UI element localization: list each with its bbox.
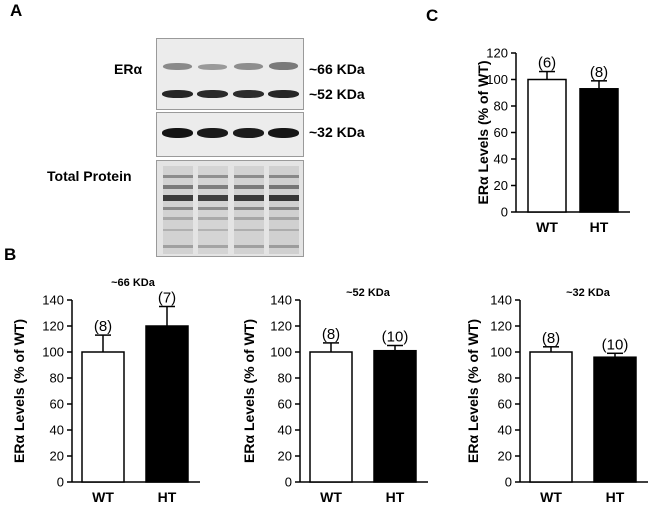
total-protein-lane-1: [163, 166, 193, 254]
chart-b2-ytick-label: 0: [285, 475, 292, 490]
chart-b-32kda-svg: ~32 KDa ERα Levels (% of WT) 0 20 40 60 80 100 1…: [465, 287, 648, 505]
chart-c-bar-wt: [527, 78, 567, 213]
chart-b2-ytick-label: 40: [278, 423, 292, 438]
chart-c-ytick-label: 100: [486, 72, 508, 87]
chart-c-bar-ht: [579, 88, 619, 213]
chart-b1-bar-wt: [81, 351, 125, 483]
chart-c-ytick-label: 20: [494, 178, 508, 193]
band-66-lane-1: [163, 63, 192, 70]
band-32-lane-1: [162, 128, 193, 138]
chart-b1-ytick-label: 80: [50, 371, 64, 386]
chart-b3-ytick-label: 0: [505, 475, 512, 490]
chart-b-52kda: ~52 KDa ERα Levels (% of WT) 0 20 40 60 80 100 1…: [228, 270, 448, 511]
chart-b2-n-label: (8): [322, 326, 340, 343]
chart-b3-n-label: (10): [602, 336, 629, 353]
chart-b-32kda: ~32 KDa ERα Levels (% of WT) 0 20 40 60 80 100 1…: [448, 270, 660, 511]
panel-b-label: B: [4, 245, 17, 264]
chart-b2-xtick-label: HT: [386, 489, 405, 505]
total-protein-lane-4: [269, 166, 299, 254]
total-protein-lane-2: [198, 166, 228, 254]
band-66-lane-4: [269, 62, 298, 70]
total-protein-lanes: [163, 166, 299, 254]
chart-b3-ytick-label: 60: [498, 397, 512, 412]
chart-b-66kda: ~66 KDa ERα Levels (% of WT) 0 20 40 60 80 100 1…: [0, 270, 220, 511]
chart-c-ytick-label: 0: [501, 205, 508, 220]
chart-b1-title: ~66 KDa: [111, 277, 156, 289]
chart-b1-ytick-label: 140: [42, 293, 64, 308]
chart-c-ylabel: ERα Levels (% of WT): [475, 61, 491, 205]
blot-upper-image: [156, 38, 304, 110]
chart-b1-ytick-label: 120: [42, 319, 64, 334]
chart-b3-ylabel: ERα Levels (% of WT): [465, 319, 481, 463]
chart-b3-n-label: (8): [542, 330, 560, 347]
band-32-label: ~32 KDa: [309, 124, 365, 140]
chart-b3-ytick-label: 100: [490, 345, 512, 360]
chart-c-ytick-label: 80: [494, 99, 508, 114]
band-66-label: ~66 KDa: [309, 61, 365, 77]
total-protein-image: [156, 160, 304, 257]
blot-middle-image: [156, 112, 304, 157]
chart-b1-bar-ht: [145, 325, 189, 483]
chart-b2-ytick-label: 140: [270, 293, 292, 308]
chart-b3-ytick-label: 140: [490, 293, 512, 308]
chart-b3-ytick-label: 80: [498, 371, 512, 386]
chart-b1-xtick-label: HT: [158, 489, 177, 505]
chart-b2-bar-wt: [309, 351, 353, 483]
chart-b1-ytick-label: 20: [50, 449, 64, 464]
chart-b1-ytick-label: 60: [50, 397, 64, 412]
panel-c-label: C: [426, 6, 439, 25]
chart-b1-ytick-label: 40: [50, 423, 64, 438]
chart-b2-bar-ht: [373, 349, 417, 483]
band-32-lane-4: [268, 128, 299, 138]
band-52-lane-1: [162, 90, 193, 98]
panel-a-label: A: [10, 1, 23, 20]
chart-b1-xtick-label: WT: [92, 489, 114, 505]
chart-c-ytick-label: 40: [494, 152, 508, 167]
band-32-lane-2: [197, 128, 228, 138]
chart-b2-ytick-label: 100: [270, 345, 292, 360]
chart-c: ERα Levels (% of WT) 0 20 40 60 80 100 120 (6) WT…: [470, 6, 660, 246]
chart-b3-ytick-label: 120: [490, 319, 512, 334]
chart-b3-ytick-label: 40: [498, 423, 512, 438]
chart-b-66kda-svg: ~66 KDa ERα Levels (% of WT) 0 20 40 60 80 100 1…: [11, 277, 200, 505]
chart-b2-n-label: (10): [382, 329, 409, 346]
chart-b1-ytick-label: 100: [42, 345, 64, 360]
band-52-label: ~52 KDa: [309, 86, 365, 102]
chart-b1-n-label: (8): [94, 318, 112, 335]
band-52-lane-2: [197, 90, 228, 98]
total-protein-label: Total Protein: [47, 168, 132, 184]
chart-b1-ytick-label: 0: [57, 475, 64, 490]
chart-c-ytick-label: 120: [486, 46, 508, 61]
chart-b2-ytick-label: 20: [278, 449, 292, 464]
band-32-lane-3: [233, 128, 264, 138]
total-protein-lane-3: [234, 166, 264, 254]
chart-b2-title: ~52 KDa: [346, 287, 391, 299]
chart-b3-ytick-label: 20: [498, 449, 512, 464]
chart-c-xtick-label: WT: [536, 219, 558, 235]
chart-b1-ylabel: ERα Levels (% of WT): [11, 319, 27, 463]
chart-b2-ytick-label: 60: [278, 397, 292, 412]
chart-b3-xtick-label: WT: [540, 489, 562, 505]
blot-protein-label: ERα: [114, 61, 143, 77]
chart-b3-bar-wt: [529, 351, 573, 483]
chart-b2-ytick-label: 80: [278, 371, 292, 386]
chart-c-xtick-label: HT: [590, 219, 609, 235]
chart-c-ytick-label: 60: [494, 125, 508, 140]
chart-b3-title: ~32 KDa: [566, 287, 611, 299]
chart-b1-n-label: (7): [158, 290, 176, 307]
band-52-lane-3: [233, 90, 264, 98]
band-66-lane-2: [198, 64, 227, 70]
chart-b3-bar-ht: [593, 356, 637, 483]
band-66-lane-3: [234, 63, 263, 70]
chart-b3-xtick-label: HT: [606, 489, 625, 505]
chart-b2-ylabel: ERα Levels (% of WT): [241, 319, 257, 463]
chart-b2-xtick-label: WT: [320, 489, 342, 505]
band-52-lane-4: [268, 90, 299, 98]
chart-b-52kda-svg: ~52 KDa ERα Levels (% of WT) 0 20 40 60 80 100 1…: [241, 287, 428, 505]
chart-c-n-label: (8): [590, 64, 608, 81]
chart-c-n-label: (6): [538, 55, 556, 72]
chart-c-svg: ERα Levels (% of WT) 0 20 40 60 80 100 120 (6) WT…: [475, 46, 630, 235]
chart-b2-ytick-label: 120: [270, 319, 292, 334]
